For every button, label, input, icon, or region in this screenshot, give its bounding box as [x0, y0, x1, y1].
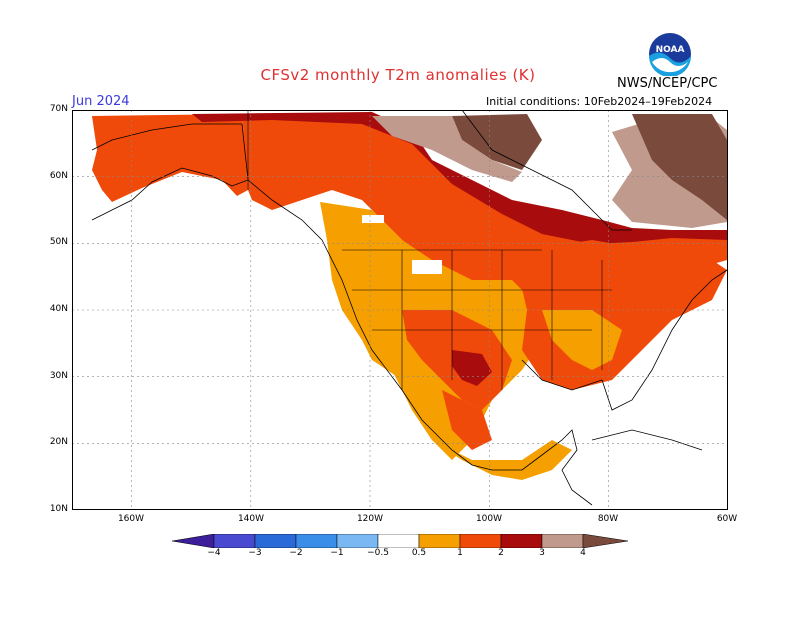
field-arctic-darkred — [192, 112, 727, 244]
map-frame — [72, 110, 728, 510]
colorbar — [172, 534, 628, 548]
lat-label-30: 30N — [49, 371, 68, 381]
colorbar-p2-3 — [500, 534, 543, 548]
anomaly-map — [72, 110, 728, 510]
colorbar-gt-4 — [582, 534, 628, 548]
field-neutral-1 — [412, 260, 442, 274]
field-neutral-2 — [362, 215, 384, 223]
field-arctic-tan — [372, 116, 522, 182]
colorbar-lt-m4 — [172, 534, 215, 548]
colorbar-label-p2: 2 — [498, 548, 504, 558]
lon-label-60w: 60W — [716, 514, 738, 524]
colorbar-label-m05: −0.5 — [367, 548, 389, 558]
lat-label-60: 60N — [49, 171, 68, 181]
colorbar-label-m4: −4 — [207, 548, 221, 558]
lat-label-50: 50N — [49, 237, 68, 247]
colorbar-m4-m3 — [213, 534, 256, 548]
colorbar-m2-m1 — [295, 534, 338, 548]
colorbar-m3-m2 — [254, 534, 297, 548]
lat-label-20: 20N — [49, 437, 68, 447]
colorbar-label-m2: −2 — [289, 548, 303, 558]
colorbar-label-m3: −3 — [248, 548, 262, 558]
colorbar-label-p3: 3 — [539, 548, 545, 558]
colorbar-p05-1 — [418, 534, 461, 548]
colorbar-label-m1: −1 — [330, 548, 344, 558]
lon-label-140w: 140W — [237, 514, 265, 524]
lon-label-80w: 80W — [597, 514, 619, 524]
colorbar-label-p4: 4 — [580, 548, 586, 558]
lon-label-120w: 120W — [356, 514, 384, 524]
colorbar-p1-2 — [459, 534, 502, 548]
map-title: CFSv2 monthly T2m anomalies (K) — [260, 66, 536, 84]
field-mexico-red — [442, 390, 492, 450]
noaa-logo-icon: NOAA — [649, 33, 691, 76]
colorbar-p3-4 — [541, 534, 584, 548]
valid-month-label: Jun 2024 — [72, 94, 130, 109]
field-greenland-brown — [632, 114, 727, 220]
logo-text: NOAA — [656, 45, 685, 55]
graticule — [72, 110, 728, 510]
field-mexico — [392, 370, 572, 480]
field-arctic-brown — [452, 114, 542, 170]
lon-label-100w: 100W — [475, 514, 503, 524]
coastlines — [91, 110, 728, 506]
lat-label-40: 40N — [49, 304, 68, 314]
colorbar-label-p05: 0.5 — [411, 548, 427, 558]
initial-conditions-label: Initial conditions: 10Feb2024–19Feb2024 — [486, 95, 713, 108]
colorbar-neutral — [377, 534, 420, 548]
lon-label-160w: 160W — [117, 514, 145, 524]
colorbar-label-p1: 1 — [457, 548, 463, 558]
colorbar-m1-m05 — [336, 534, 379, 548]
anomaly-fields — [92, 112, 727, 480]
field-alaska — [92, 114, 248, 202]
lat-label-70: 70N — [49, 104, 68, 114]
lat-label-10: 10N — [49, 504, 68, 514]
agency-label: NWS/NCEP/CPC — [617, 76, 718, 91]
